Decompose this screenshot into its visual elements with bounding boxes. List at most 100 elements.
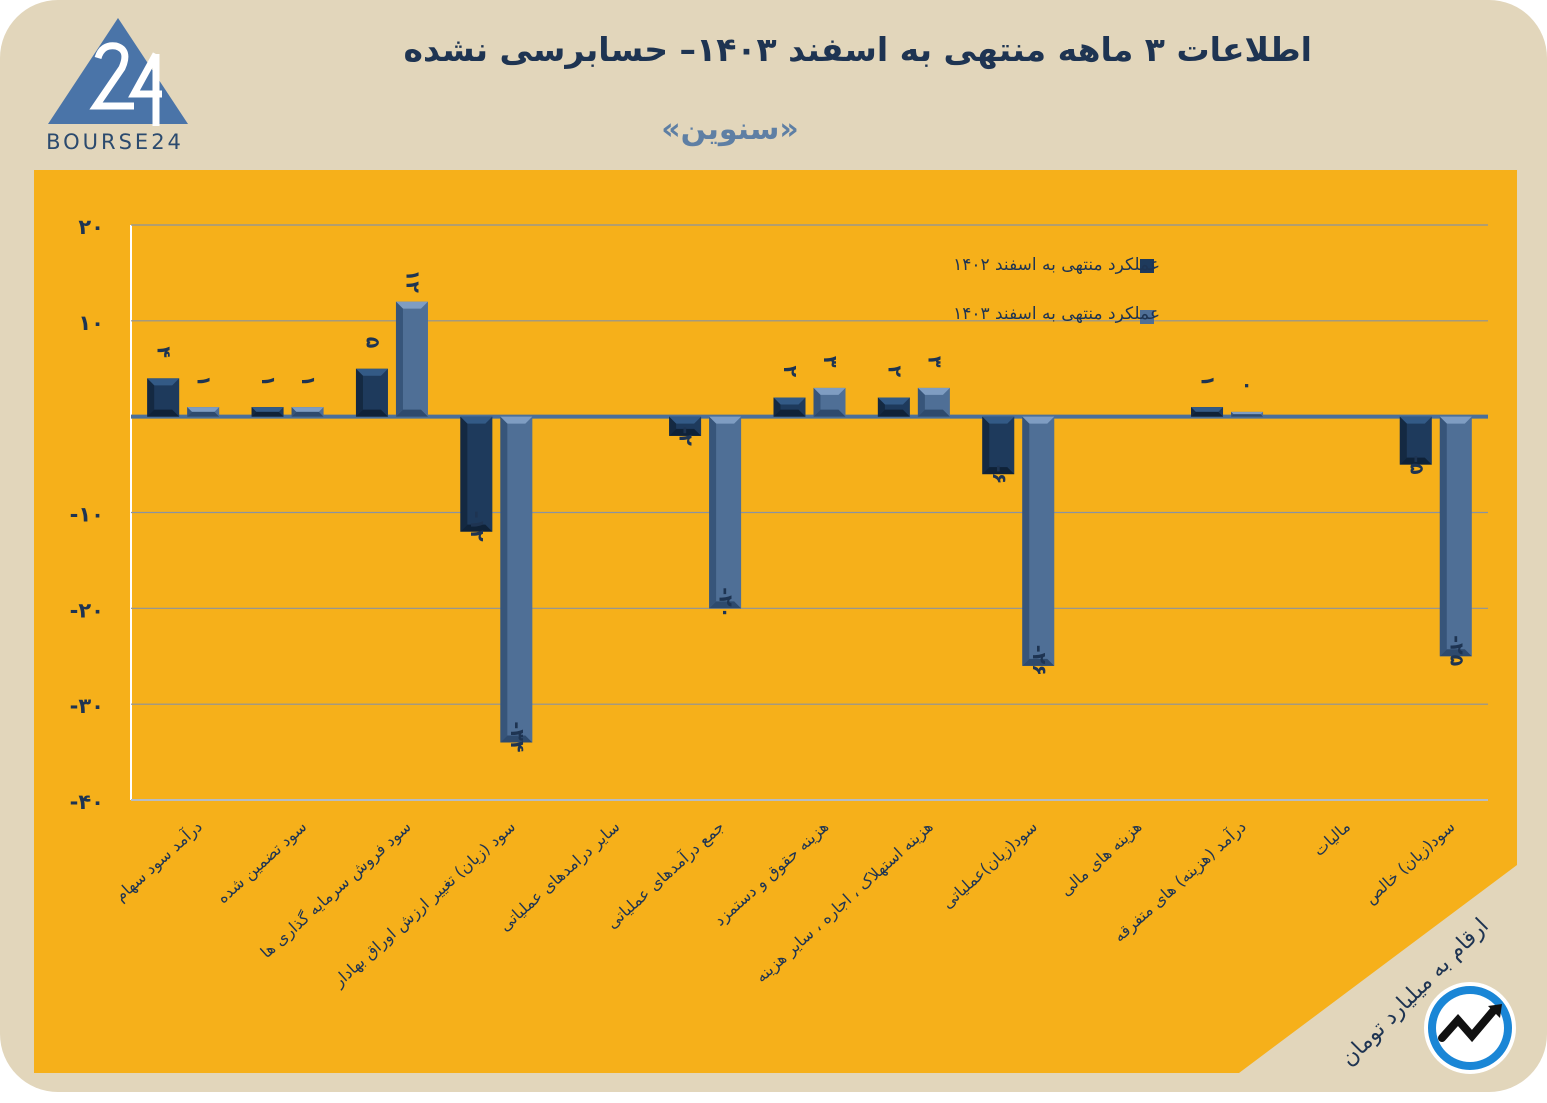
legend-swatch-1403 xyxy=(1140,310,1154,324)
category-label: سود(زیان) خالص xyxy=(1361,817,1459,908)
bar-bevel-left xyxy=(917,387,925,417)
data-label: -۲۰ xyxy=(715,587,737,618)
bar-bevel-left xyxy=(395,301,403,417)
bar-bevel-bottom xyxy=(1022,658,1055,666)
data-label: ۱۲ xyxy=(401,270,423,294)
bar-bevel-top xyxy=(1022,416,1055,424)
y-tick-label: ۲۰ xyxy=(78,215,104,239)
chart-panel: ۲۰ ۱۰ -۱۰ -۲۰ -۳۰ -۴۰ ۴ ۱ درآمد سود سهام ۱ ۱ سود ت… xyxy=(34,170,1517,1073)
bar-bevel-bottom xyxy=(773,409,806,417)
category-label: هزینه های مالی xyxy=(1056,817,1146,901)
bar-bevel-left xyxy=(500,416,508,743)
bar-bevel-left xyxy=(669,416,677,436)
data-label: ۳ xyxy=(819,356,841,368)
bar-bevel-bottom xyxy=(291,411,324,417)
bar-bevel-top xyxy=(251,407,284,412)
bar-bevel-bottom xyxy=(982,467,1015,475)
page-title: اطلاعات ۳ ماهه منتهی به اسفند ۱۴۰۳– حساب… xyxy=(403,30,1312,69)
y-tick-label: -۳۰ xyxy=(70,694,104,718)
data-label: ۵ xyxy=(361,337,383,349)
page-subtitle: «سنوین» xyxy=(661,112,799,147)
data-label: -۲ xyxy=(675,426,697,446)
bar-bevel-left xyxy=(187,407,192,417)
bar-bevel-bottom xyxy=(1399,457,1432,465)
logo-text: BOURSE24 xyxy=(46,130,184,154)
data-label: ۲ xyxy=(883,366,905,378)
bar-bevel-left xyxy=(1439,416,1447,657)
bar-bevel-left xyxy=(355,368,363,417)
data-label: -۲۵ xyxy=(1445,635,1467,666)
data-label: ۱ xyxy=(193,375,215,387)
data-label: ۳ xyxy=(923,356,945,368)
bar-bevel-left xyxy=(877,397,885,417)
category-label: مالیات xyxy=(1309,817,1354,860)
bar-bevel-bottom xyxy=(813,409,846,417)
bar-bevel-top xyxy=(669,416,702,424)
bar-bevel-bottom xyxy=(1231,414,1264,417)
legend-label-1403: عملکرد منتهی به اسفند ۱۴۰۳ xyxy=(953,304,1160,324)
data-label: -۶ xyxy=(988,465,1010,484)
bar-bevel-top xyxy=(813,387,846,395)
logo-digit-four xyxy=(128,52,162,126)
bar-bevel-left xyxy=(1399,416,1407,465)
bar-bevel-left xyxy=(773,397,781,417)
category-label: سود تضمین شده xyxy=(213,817,311,908)
bar-bevel-top xyxy=(1439,416,1472,424)
bar-bevel-bottom xyxy=(355,409,388,417)
bar-bevel-bottom xyxy=(1439,649,1472,657)
trend-arrow-icon xyxy=(1424,982,1516,1074)
legend-swatch-1402 xyxy=(1140,259,1154,273)
data-label: -۳۴ xyxy=(506,721,528,752)
data-label: -۱۲ xyxy=(466,511,488,542)
bar-bevel-top xyxy=(395,301,428,309)
bar-bevel-top xyxy=(1399,416,1432,424)
bar-bevel-top xyxy=(917,387,950,395)
category-label: هزینه استهلاک ، اجاره ، سایر هزینه xyxy=(752,817,938,987)
bar-bevel-left xyxy=(291,407,297,417)
bar-bevel-left xyxy=(1191,407,1196,417)
bars-layer xyxy=(147,301,1472,743)
data-label: -۲۶ xyxy=(1028,645,1050,676)
data-label: -۵ xyxy=(1405,455,1427,475)
logo-digit-two xyxy=(89,42,134,110)
y-tick-label: ۱۰ xyxy=(78,311,104,335)
bar-bevel-top xyxy=(982,416,1015,424)
bar-bevel-top xyxy=(187,407,220,412)
category-label: درآمد سود سهام xyxy=(111,817,207,906)
bar-bevel-left xyxy=(813,387,821,417)
bar-bevel-top xyxy=(1231,411,1264,415)
data-label: ۴ xyxy=(153,346,175,358)
bar-bevel-bottom xyxy=(500,735,533,743)
bar-bevel-bottom xyxy=(460,524,493,532)
bourse24-logo xyxy=(48,18,188,126)
y-tick-label: -۴۰ xyxy=(70,790,104,814)
bar-bevel-bottom xyxy=(1191,411,1224,417)
bar-bevel-bottom xyxy=(147,409,180,417)
y-tick-label: -۱۰ xyxy=(70,503,104,527)
bar-bevel-left xyxy=(709,416,717,609)
bar-bevel-left xyxy=(982,416,990,475)
category-label: سود(زیان)عملیاتی xyxy=(938,817,1042,913)
data-label: ۲ xyxy=(779,366,801,378)
category-label: هزینه حقوق و دستمزد xyxy=(710,817,833,930)
bar-bevel-bottom xyxy=(669,428,702,436)
bar-bevel-bottom xyxy=(187,411,220,417)
bar-bevel-bottom xyxy=(251,411,284,417)
bar-bevel-top xyxy=(460,416,493,424)
data-label: ۰ xyxy=(1237,380,1259,392)
bar-bevel-top xyxy=(709,416,742,424)
bar-bevel-bottom xyxy=(709,601,742,609)
category-label: سود (زیان) تغییر ارزش اوراق بهادار xyxy=(328,817,519,992)
y-tick-label: -۲۰ xyxy=(70,598,104,622)
chart-legend: عملکرد منتهی به اسفند ۱۴۰۲ عملکرد منتهی … xyxy=(953,255,1160,324)
bar-bevel-left xyxy=(251,407,257,417)
legend-label-1402: عملکرد منتهی به اسفند ۱۴۰۲ xyxy=(953,255,1160,275)
bar-bevel-bottom xyxy=(877,409,910,417)
bar-bevel-left xyxy=(147,378,155,417)
data-label: ۱ xyxy=(257,375,279,387)
bar-bevel-left xyxy=(460,416,468,532)
bar-bevel-bottom xyxy=(917,409,950,417)
